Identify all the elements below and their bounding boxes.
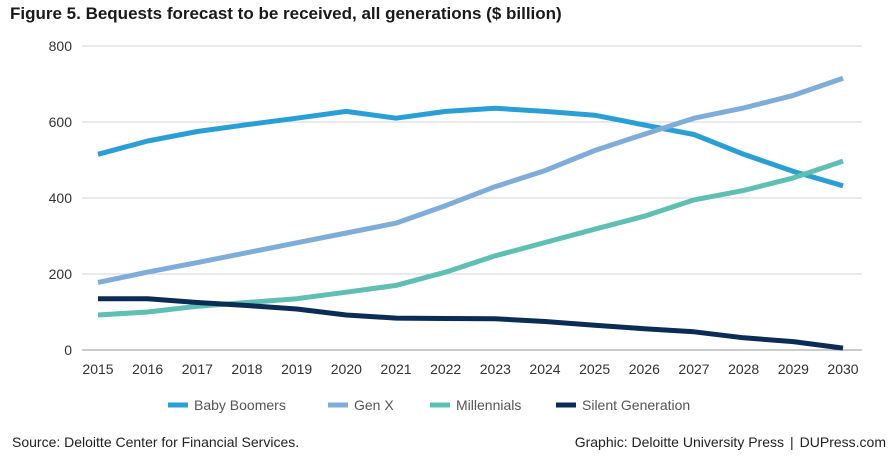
x-tick-label: 2021 — [380, 361, 411, 377]
graphic-credit: Graphic: Deloitte University Press — [574, 434, 784, 450]
legend-label: Silent Generation — [582, 397, 690, 413]
x-tick-label: 2023 — [480, 361, 511, 377]
x-tick-label: 2026 — [629, 361, 660, 377]
y-axis-ticks: 0 200 400 600 800 — [49, 38, 73, 358]
x-tick-label: 2018 — [231, 361, 262, 377]
series-lines — [97, 75, 844, 351]
y-tick-label: 800 — [49, 38, 73, 54]
x-tick-label: 2027 — [678, 361, 709, 377]
x-tick-label: 2024 — [529, 361, 560, 377]
x-tick-label: 2019 — [281, 361, 312, 377]
legend: Baby Boomers Gen X Millennials Silent Gener… — [168, 397, 690, 413]
credit-separator: | — [790, 434, 794, 450]
site-link[interactable]: DUPress.com — [799, 434, 886, 450]
y-tick-label: 600 — [49, 114, 73, 130]
legend-label: Baby Boomers — [194, 397, 286, 413]
source-note: Source: Deloitte Center for Financial Se… — [12, 434, 300, 450]
credit-note: Graphic: Deloitte University Press | DUPre… — [575, 434, 886, 450]
y-tick-label: 200 — [49, 266, 73, 282]
x-tick-label: 2016 — [132, 361, 163, 377]
series-line-baby-boomers — [97, 105, 844, 189]
x-tick-label: 2017 — [182, 361, 213, 377]
series-line-gen-x — [97, 75, 844, 285]
legend-label: Millennials — [456, 397, 521, 413]
y-tick-label: 0 — [64, 342, 72, 358]
x-tick-label: 2022 — [430, 361, 461, 377]
x-tick-label: 2030 — [827, 361, 858, 377]
series-line-millennials — [97, 158, 844, 318]
x-tick-label: 2025 — [579, 361, 610, 377]
x-tick-label: 2029 — [778, 361, 809, 377]
legend-label: Gen X — [354, 397, 394, 413]
x-tick-label: 2020 — [331, 361, 362, 377]
x-tick-label: 2015 — [82, 361, 113, 377]
y-tick-label: 400 — [49, 190, 73, 206]
x-axis-ticks: 2015 2016 2017 2018 2019 2020 2021 2022 2023 2024… — [82, 361, 858, 377]
x-tick-label: 2028 — [728, 361, 759, 377]
chart-title: Figure 5. Bequests forecast to be receiv… — [10, 4, 562, 23]
series-line-silent-generation — [98, 296, 844, 351]
